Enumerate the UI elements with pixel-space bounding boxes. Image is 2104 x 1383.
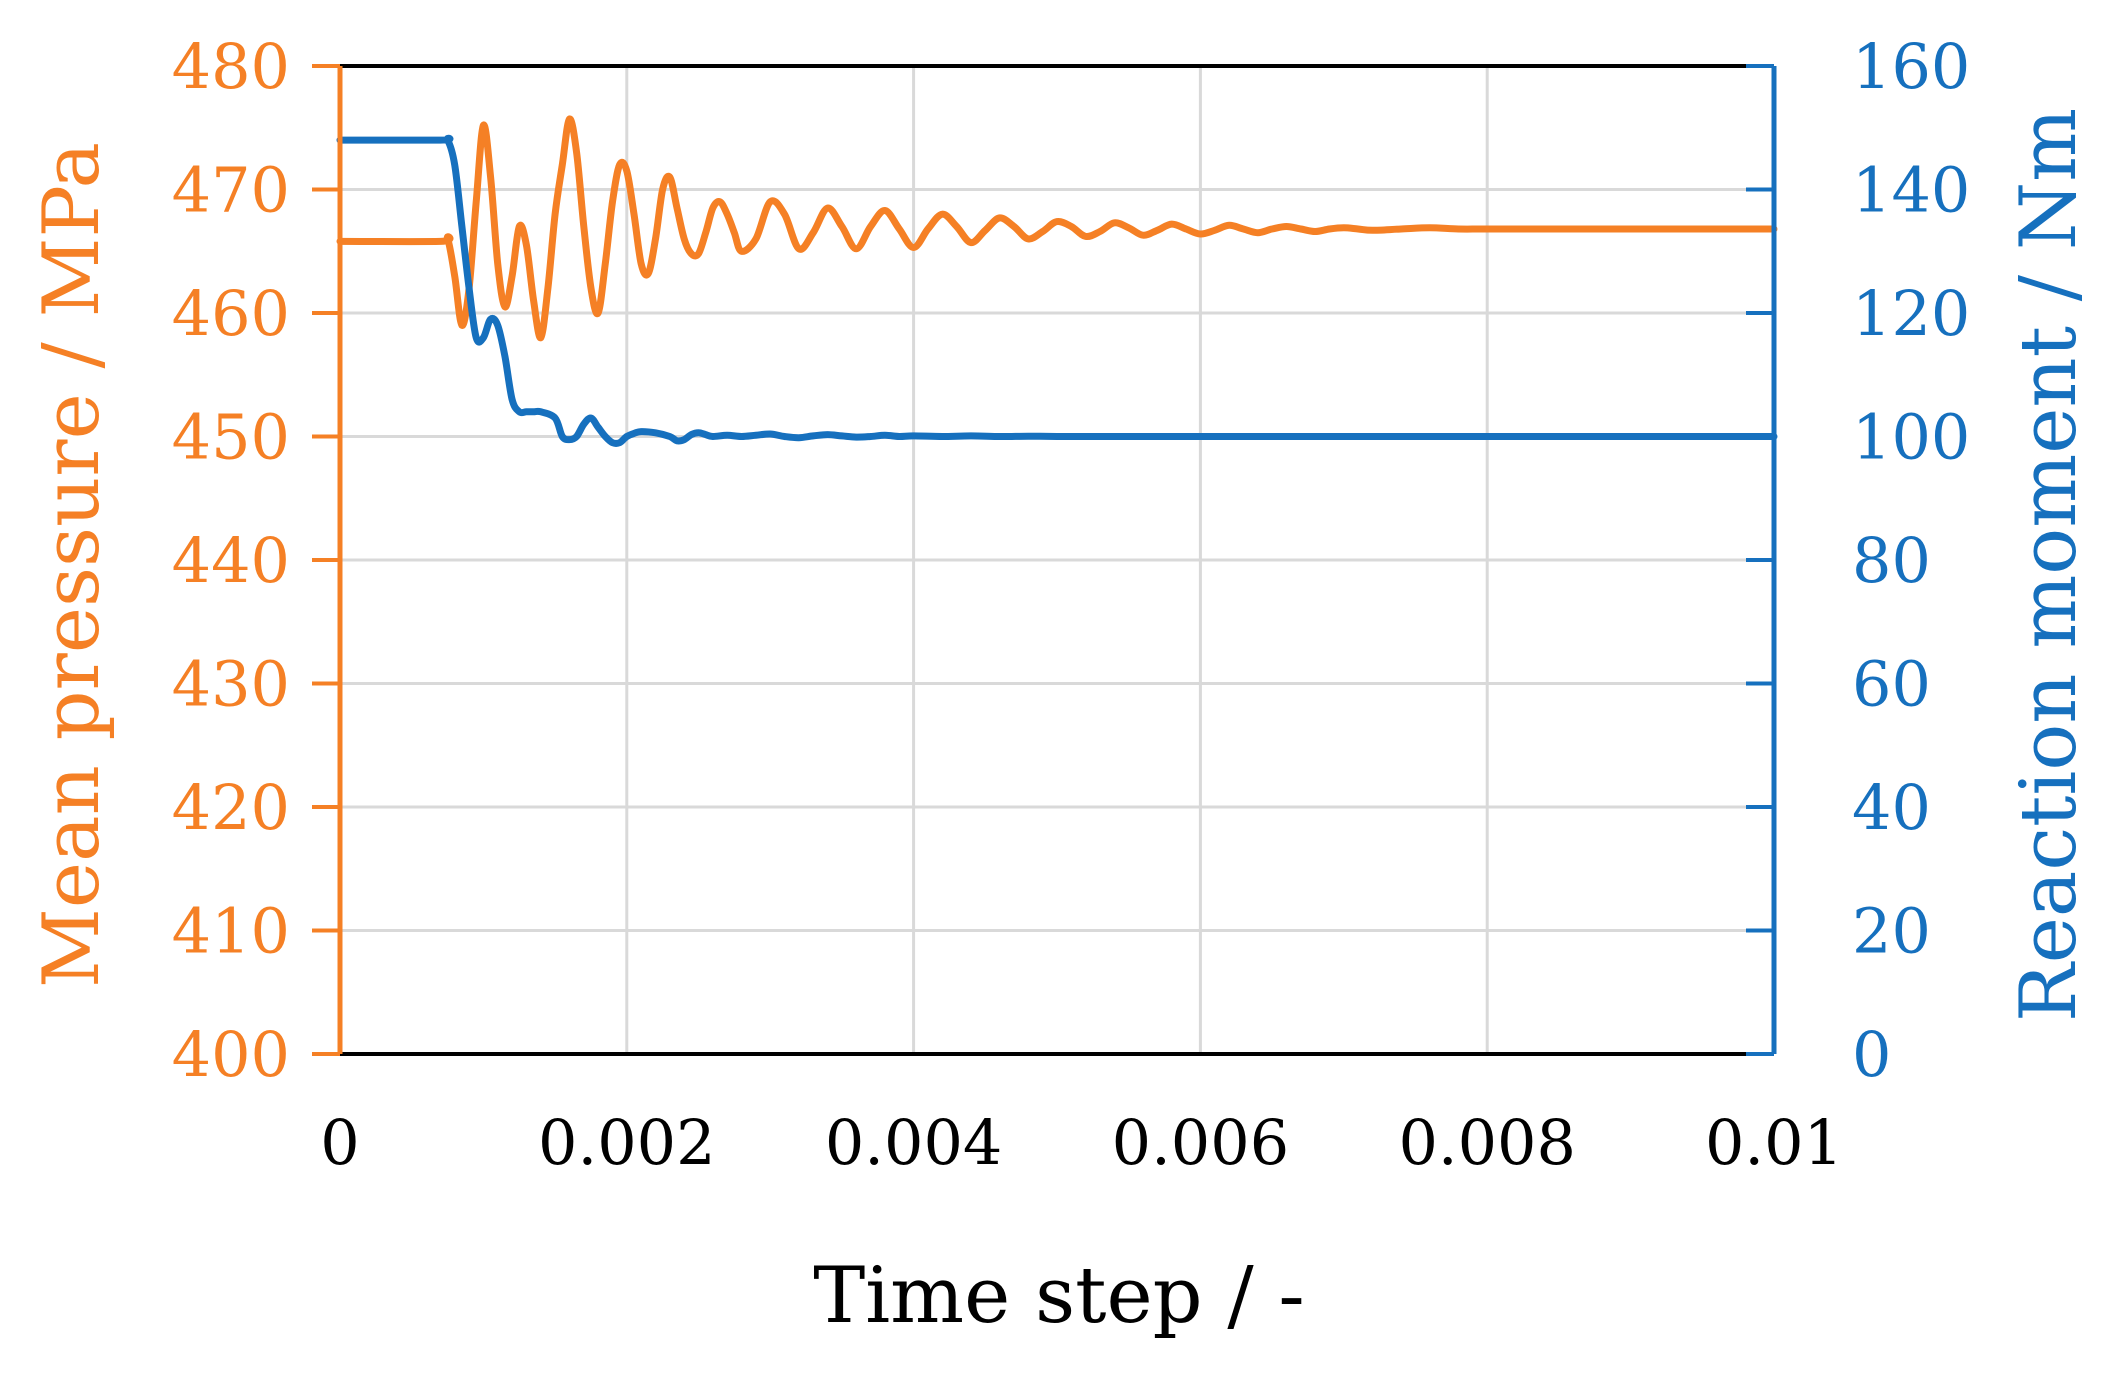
left-y-axis-title: Mean pressure / MPa [27,142,117,988]
x-axis-title: Time step / - [813,1251,1305,1341]
left-tick-label: 400 [172,1018,290,1091]
right-tick-label: 160 [1852,30,1970,103]
left-tick-label: 480 [172,30,290,103]
left-tick-label: 450 [172,401,290,474]
right-tick-label: 80 [1852,524,1931,597]
left-tick-label: 410 [172,895,290,968]
right-tick-label: 100 [1852,401,1970,474]
x-tick-label: 0.008 [1398,1106,1576,1179]
right-tick-label: 0 [1852,1018,1891,1091]
right-tick-label: 20 [1852,895,1931,968]
left-tick-label: 460 [172,277,290,350]
left-tick-label: 420 [172,771,290,844]
plot-frame [312,64,1777,1056]
right-tick-label: 120 [1852,277,1970,350]
x-tick-label: 0.004 [825,1106,1003,1179]
series-line-reaction-moment [336,134,1778,447]
right-tick-label: 140 [1852,154,1970,227]
left-tick-label: 470 [172,154,290,227]
left-tick-label: 440 [172,524,290,597]
series-lines [336,115,1778,447]
x-tick-label: 0.01 [1705,1106,1843,1179]
x-tick-label: 0.002 [538,1106,716,1179]
series-line-mean-pressure [336,115,1778,342]
x-tick-label: 0.006 [1112,1106,1290,1179]
tick-labels: 400 410 420 430 440 450 460 470 480 0 20 40 60 80 100 1… [172,30,1971,1179]
x-tick-label: 0 [320,1106,359,1179]
right-tick-label: 60 [1852,648,1931,721]
left-tick-label: 430 [172,648,290,721]
right-tick-label: 40 [1852,771,1931,844]
right-y-axis-title: Reaction moment / Nm [2004,108,2094,1022]
